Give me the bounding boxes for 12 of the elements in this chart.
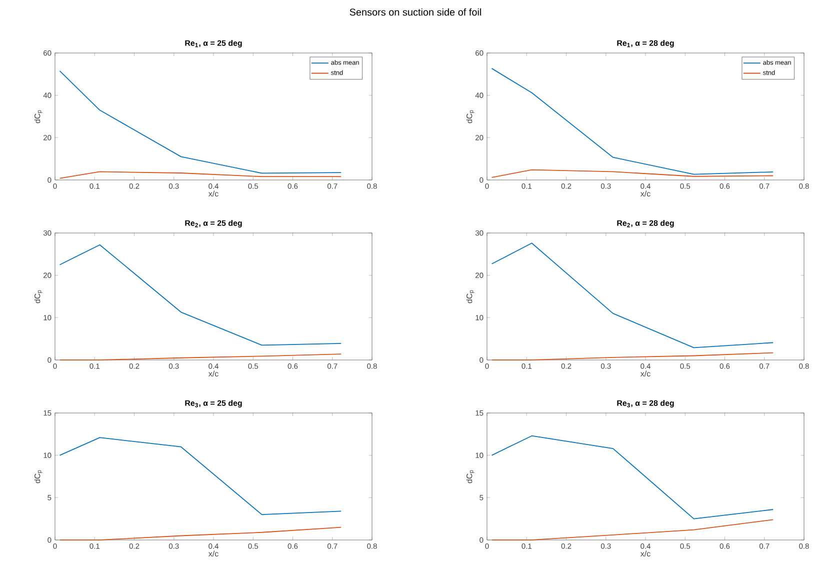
line-series: [59, 244, 342, 346]
line-series: [59, 437, 342, 516]
line-series: [491, 169, 774, 178]
text: Sensors on suction side of foil: [350, 8, 481, 16]
line-series: [491, 352, 774, 360]
line-series: [491, 242, 774, 348]
line-series: [491, 68, 774, 175]
line-series: [59, 70, 342, 174]
line-series: [491, 435, 774, 520]
line-series: [491, 519, 774, 540]
line-series: [59, 526, 342, 540]
line-series: [59, 171, 342, 179]
